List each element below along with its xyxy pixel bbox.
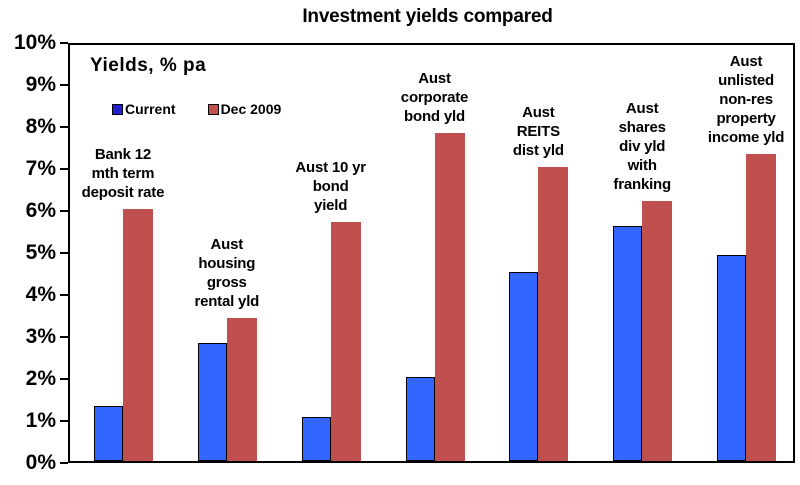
axis-units-label: Yields, % pa [90, 55, 207, 76]
category-label-line: REITS [516, 123, 560, 140]
y-axis-tick [60, 168, 68, 170]
bar-dec-2009-bank-12-mth-term-deposit-rate [122, 209, 153, 461]
category-label-line: dist yld [512, 142, 564, 159]
category-label-bank-12-mth-term-deposit-rate: Bank 12 mth term deposit rate [61, 145, 185, 202]
chart-title: Investment yields compared [302, 6, 553, 27]
category-label-line: Aust [625, 99, 659, 117]
bar-current-aust-unlisted-non-res-property-income-yld [717, 255, 747, 461]
legend-item-current: Current [112, 101, 176, 117]
legend: Current Dec 2009 [112, 101, 281, 117]
y-axis-label: 3% [25, 325, 56, 348]
bar-current-aust-reits-dist-yld [509, 272, 539, 461]
category-label-line: Aust [729, 53, 763, 71]
category-label-line: rental yld [194, 293, 260, 311]
bar-current-bank-12-mth-term-deposit-rate [93, 406, 123, 461]
y-axis-label: 2% [25, 367, 56, 390]
category-label-aust-unlisted-non-res-property-income-yld: Aust unlisted non-res property income yld [684, 52, 800, 147]
category-label-line: franking [613, 175, 671, 193]
category-label-line: with [627, 156, 657, 174]
bar-dec-2009-aust-unlisted-non-res-property-income-yld [746, 154, 777, 461]
legend-item-dec-2009: Dec 2009 [207, 101, 282, 117]
category-label-line: gross [206, 274, 247, 292]
y-axis-label: 1% [25, 409, 56, 432]
y-axis-tick [60, 252, 68, 254]
y-axis-tick [60, 378, 68, 380]
bar-current-aust-shares-div-yld-with-franking [613, 225, 643, 461]
category-label-aust-shares-div-yld-with-franking: Aust shares div yld with franking [580, 99, 704, 194]
y-axis-tick [60, 126, 68, 128]
legend-swatch-current [112, 103, 123, 115]
category-label-line: bond [312, 177, 349, 195]
category-label-line: housing [198, 255, 256, 273]
y-axis-label: 4% [25, 283, 56, 306]
y-axis-label: 8% [25, 115, 56, 138]
bar-current-aust-corporate-bond-yld [405, 377, 435, 461]
category-label-line: yield [314, 196, 348, 214]
plot-area: Yields, % pa Current Dec 2009 Bank 12 mth … [68, 43, 795, 463]
bar-dec-2009-aust-corporate-bond-yld [434, 133, 465, 461]
y-axis-label: 6% [25, 199, 56, 222]
category-label-line: property [716, 110, 776, 128]
bar-dec-2009-aust-shares-div-yld-with-franking [642, 200, 673, 461]
legend-label: Current [125, 101, 176, 117]
category-label-aust-housing-gross-rental-yld: Aust housing gross rental yld [165, 235, 289, 311]
category-label-line: div yld [619, 137, 666, 155]
category-label-line: corporate [400, 89, 469, 107]
category-label-line: Aust [210, 236, 244, 254]
bar-current-aust-10-yr-bond-yield [301, 416, 331, 461]
category-label-line: income yld [707, 129, 785, 147]
category-label-line: Bank 12 [94, 146, 151, 163]
bar-dec-2009-aust-housing-gross-rental-yld [226, 318, 257, 461]
category-label-line: bond yld [404, 108, 465, 126]
y-axis-tick [60, 210, 68, 212]
category-label-line: Aust 10 yr [295, 158, 366, 176]
y-axis-tick [60, 42, 68, 44]
y-axis-tick [60, 462, 68, 464]
category-label-line: shares [618, 118, 666, 136]
legend-label: Dec 2009 [220, 101, 282, 117]
bar-current-aust-housing-gross-rental-yld [197, 343, 227, 461]
category-label-line: Aust [522, 104, 555, 121]
y-axis-tick [60, 420, 68, 422]
category-label-line: non-res [719, 91, 773, 109]
legend-swatch-dec-2009 [207, 103, 219, 115]
category-label-aust-10-yr-bond-yield: Aust 10 yr bond yield [269, 158, 393, 215]
y-axis-tick [60, 84, 68, 86]
y-axis-tick [60, 294, 68, 296]
bar-dec-2009-aust-10-yr-bond-yield [330, 221, 361, 461]
y-axis-label: 9% [25, 73, 56, 96]
y-axis-label: 0% [25, 451, 56, 474]
category-label-line: deposit rate [81, 184, 165, 201]
y-axis-label: 10% [13, 31, 56, 54]
category-label-line: Aust [418, 70, 451, 88]
category-label-aust-reits-dist-yld: Aust REITS dist yld [476, 103, 600, 160]
y-axis-tick [60, 336, 68, 338]
category-label-line: mth term [91, 165, 155, 182]
category-label-aust-corporate-bond-yld: Aust corporate bond yld [373, 69, 497, 126]
bar-dec-2009-aust-reits-dist-yld [538, 167, 569, 461]
y-axis-label: 5% [25, 241, 56, 264]
y-axis-label: 7% [25, 157, 56, 180]
category-label-line: unlisted [718, 72, 775, 90]
